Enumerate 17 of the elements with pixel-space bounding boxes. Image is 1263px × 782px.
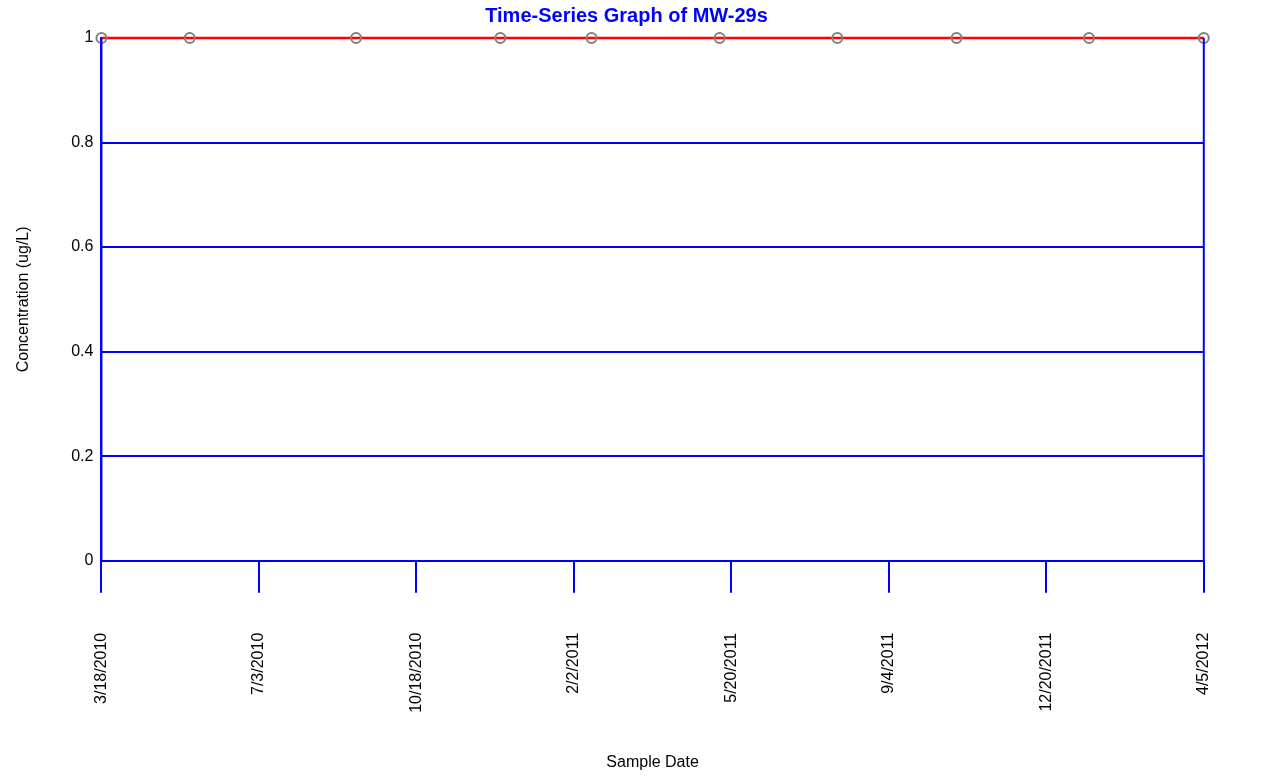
x-tick-label: 5/20/2011 xyxy=(721,632,739,703)
y-tick-label: 0.8 xyxy=(71,132,94,150)
y-tick-label: 0.6 xyxy=(71,237,94,255)
x-tick-label: 3/18/2010 xyxy=(91,632,109,704)
x-tick-label: 2/2/2011 xyxy=(564,632,582,694)
x-tick-label: 7/3/2010 xyxy=(249,632,267,695)
x-tick-label: 4/5/2012 xyxy=(1194,632,1212,695)
x-tick-label: 9/4/2011 xyxy=(879,632,897,694)
y-tick-label: 0.4 xyxy=(71,342,94,360)
y-tick-label: 0 xyxy=(84,551,94,569)
y-tick-label: 0.2 xyxy=(71,446,94,464)
x-axis-title: Sample Date xyxy=(606,752,699,770)
x-tick-label: 10/18/2010 xyxy=(406,632,424,713)
x-tick-label: 12/20/2011 xyxy=(1036,632,1054,712)
y-tick-label: 1 xyxy=(84,28,94,46)
y-axis-title: Concentration (ug/L) xyxy=(14,226,32,373)
chart-title: Time-Series Graph of MW-29s xyxy=(485,3,768,26)
